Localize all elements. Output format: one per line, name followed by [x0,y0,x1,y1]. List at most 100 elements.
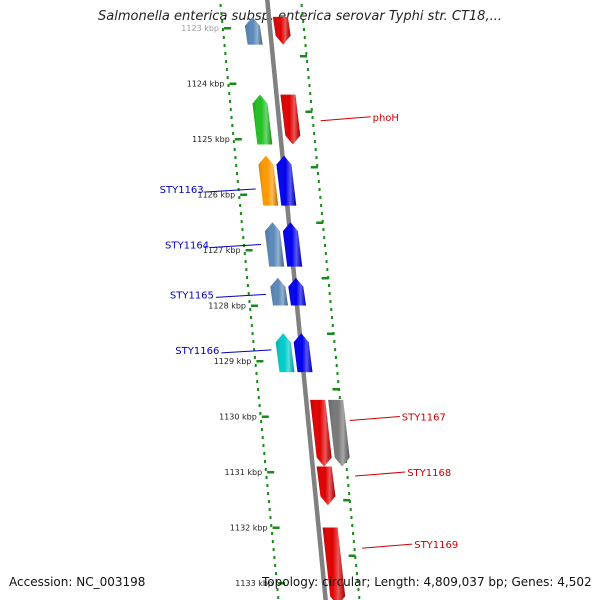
tick-mark-left [251,304,258,307]
tick-mark-right [300,55,307,58]
gene-feature-arrow[interactable] [322,527,346,600]
track-dot [311,116,314,119]
gene-label-text: STY1169 [414,540,458,551]
track-dot [221,20,224,23]
gene-feature-arrow[interactable] [282,222,303,267]
track-dot [335,364,338,367]
gene-feature-arrow[interactable] [280,94,301,145]
track-dot [250,324,253,327]
track-dot [307,76,310,79]
tick-mark-left [224,27,231,30]
tick-label: 1132 kbp [230,524,268,533]
tick-label: 1124 kbp [187,80,225,89]
track-dot [264,460,267,463]
track-dot [243,252,246,255]
gene-feature-arrow[interactable] [328,399,350,467]
gene-feature-arrow[interactable] [272,16,291,45]
gene-label-phoh[interactable]: phoH [320,113,399,124]
gene-label-sty1164[interactable]: STY1164 [165,240,262,251]
track-dot [310,100,313,103]
track-dot [253,348,256,351]
tick-mark-left [261,415,269,418]
track-dot [326,268,329,271]
gene-feature-arrow[interactable] [270,277,288,306]
gene-feature-arrow[interactable] [258,155,279,206]
track-dot [247,292,250,295]
gene-feature-arrow[interactable] [288,277,306,306]
gene-feature-arrow[interactable] [293,333,313,373]
gene-arrow-shade [264,222,285,267]
track-dot [306,60,309,63]
track-dot [219,4,222,7]
track-dot [355,572,358,575]
gene-arrow-shade [282,222,303,267]
track-dot [274,572,277,575]
gene-feature-arrow[interactable] [316,466,336,506]
track-dot [268,508,271,511]
gene-feature-arrow[interactable] [276,155,297,206]
track-dot [236,180,239,183]
tick-label: 1126 kbp [197,191,235,200]
track-dot [222,36,225,39]
leader-line [362,543,413,549]
gene-label-sty1163[interactable]: STY1163 [160,185,256,196]
track-dot [263,452,266,455]
track-dot [249,308,252,311]
gene-feature-arrow[interactable] [275,333,295,373]
gene-label-sty1168[interactable]: STY1168 [355,468,451,479]
track-dot [271,540,274,543]
gene-arrow-shade [272,16,291,45]
gene-arrow-shade [252,94,273,145]
track-dot [257,388,260,391]
leader-line [349,416,400,421]
gene-label-sty1169[interactable]: STY1169 [362,540,458,551]
track-dot [265,476,268,479]
track-dot [313,132,316,135]
track-dot [231,124,234,127]
track-dot [225,68,228,71]
gene-label-sty1165[interactable]: STY1165 [170,290,266,301]
tick-marks: 1123 kbp 1124 kbp 1125 kbp 1126 kbp 1127 kbp… [181,24,356,588]
tick-mark-right [310,166,318,169]
track-dot [267,492,270,495]
track-dot [238,196,241,199]
gene-arrow-shade [276,155,297,206]
track-dot [223,44,226,47]
gene-label-layer[interactable]: phoH STY1163 STY1164 STY1165 STY1166 STY1167 S… [160,113,459,551]
gene-feature-arrow[interactable] [264,222,285,267]
feature-layer[interactable] [244,16,350,600]
track-dot [313,140,316,143]
track-dot [350,516,353,519]
gene-feature-arrow[interactable] [244,16,263,45]
track-dot [329,300,332,303]
track-dot [224,52,227,55]
track-dot [232,140,235,143]
track-dot [229,108,232,111]
gene-label-sty1166[interactable]: STY1166 [175,346,272,357]
track-dot [242,236,245,239]
tick-mark-left [229,82,237,85]
gene-label-sty1167[interactable]: STY1167 [349,413,446,424]
leader-line [211,243,262,248]
track-dot [338,396,341,399]
track-dot [267,500,270,503]
track-dot [306,68,309,71]
track-dot [358,596,361,599]
track-dot [319,196,322,199]
track-dot [235,164,238,167]
track-dot [356,580,359,583]
tick-label: 1125 kbp [192,135,230,144]
track-dot [266,484,269,487]
track-dot [320,212,323,215]
track-dot [271,532,274,535]
tick-mark-left [278,582,285,585]
gene-feature-arrow[interactable] [310,399,332,467]
gene-label-text: STY1168 [407,468,451,479]
tick-mark-left [240,193,248,196]
track-dot [302,20,305,23]
track-dot [336,372,339,375]
gene-arrow-shade [280,94,301,145]
track-dot [322,228,325,231]
gene-feature-arrow[interactable] [252,94,273,145]
